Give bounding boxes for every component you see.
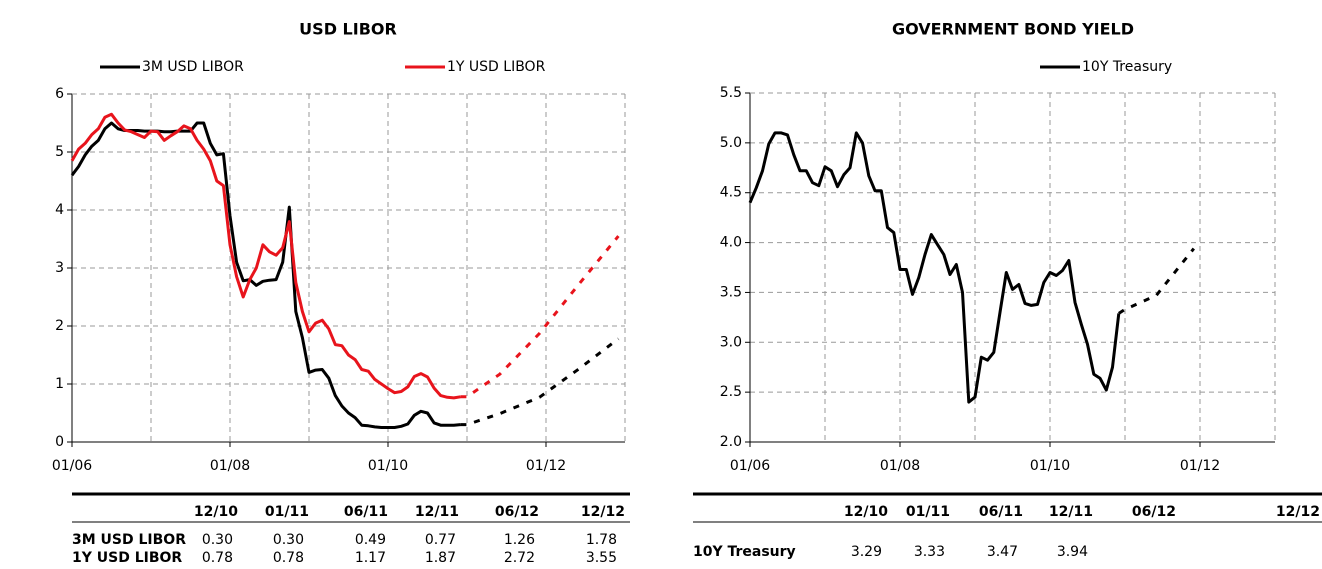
column-header: 01/11 [265, 504, 309, 520]
table-cell: 2.72 [504, 550, 535, 566]
column-header: 12/11 [415, 504, 459, 520]
row-label: 10Y Treasury [693, 544, 796, 560]
column-header: 06/11 [344, 504, 388, 520]
legend-label: 10Y Treasury [1082, 59, 1172, 75]
x-tick-label: 01/12 [526, 458, 566, 474]
series-line [748, 131, 1121, 404]
legend-label: 3M USD LIBOR [142, 59, 244, 75]
column-header: 12/11 [1049, 504, 1093, 520]
column-header: 12/10 [194, 504, 238, 520]
chart-title: GOVERNMENT BOND YIELD [892, 20, 1134, 39]
column-header: 12/12 [581, 504, 625, 520]
forecast-line [460, 337, 620, 427]
table-cell: 0.49 [355, 532, 386, 548]
y-tick-label: 3.5 [720, 284, 742, 300]
x-tick-label: 01/08 [210, 458, 250, 474]
column-header: 01/11 [906, 504, 950, 520]
table-cell: 0.78 [202, 550, 233, 566]
y-tick-label: 4.5 [720, 185, 742, 201]
y-tick-label: 4.0 [720, 235, 742, 251]
table-cell: 0.30 [273, 532, 304, 548]
y-tick-label: 2 [55, 318, 64, 334]
y-tick-label: 5.5 [720, 85, 742, 101]
table-cell: 3.55 [586, 550, 617, 566]
x-tick-label: 01/10 [1030, 458, 1070, 474]
y-tick-label: 1 [55, 376, 64, 392]
y-tick-label: 0 [55, 434, 64, 450]
legend-label: 1Y USD LIBOR [447, 59, 546, 75]
y-tick-label: 4 [55, 202, 64, 218]
column-header: 06/11 [979, 504, 1023, 520]
table-cell: 0.30 [202, 532, 233, 548]
x-tick-label: 01/06 [52, 458, 92, 474]
series-line [70, 121, 461, 429]
table-cell: 1.17 [355, 550, 386, 566]
y-tick-label: 5 [55, 144, 64, 160]
column-header: 06/12 [495, 504, 539, 520]
y-tick-label: 2.5 [720, 384, 742, 400]
column-header: 12/10 [844, 504, 888, 520]
y-tick-label: 3 [55, 260, 64, 276]
forecast-line [460, 235, 620, 399]
series-line [70, 112, 461, 400]
table-cell: 3.47 [987, 544, 1018, 560]
row-label: 3M USD LIBOR [72, 532, 186, 548]
y-tick-label: 3.0 [720, 334, 742, 350]
table-cell: 1.26 [504, 532, 535, 548]
forecast-line [1117, 247, 1195, 315]
table-cell: 1.87 [425, 550, 456, 566]
row-label: 1Y USD LIBOR [72, 550, 182, 566]
column-header: 06/12 [1132, 504, 1176, 520]
x-tick-label: 01/06 [730, 458, 770, 474]
table-cell: 0.77 [425, 532, 456, 548]
x-tick-label: 01/10 [368, 458, 408, 474]
table-cell: 3.33 [914, 544, 945, 560]
y-tick-label: 6 [55, 86, 64, 102]
y-tick-label: 2.0 [720, 434, 742, 450]
column-header: 12/12 [1276, 504, 1320, 520]
table-cell: 0.78 [273, 550, 304, 566]
table-cell: 1.78 [586, 532, 617, 548]
table-cell: 3.29 [851, 544, 882, 560]
table-cell: 3.94 [1057, 544, 1088, 560]
y-tick-label: 5.0 [720, 135, 742, 151]
x-tick-label: 01/08 [880, 458, 920, 474]
chart-title: USD LIBOR [299, 20, 397, 39]
x-tick-label: 01/12 [1180, 458, 1220, 474]
